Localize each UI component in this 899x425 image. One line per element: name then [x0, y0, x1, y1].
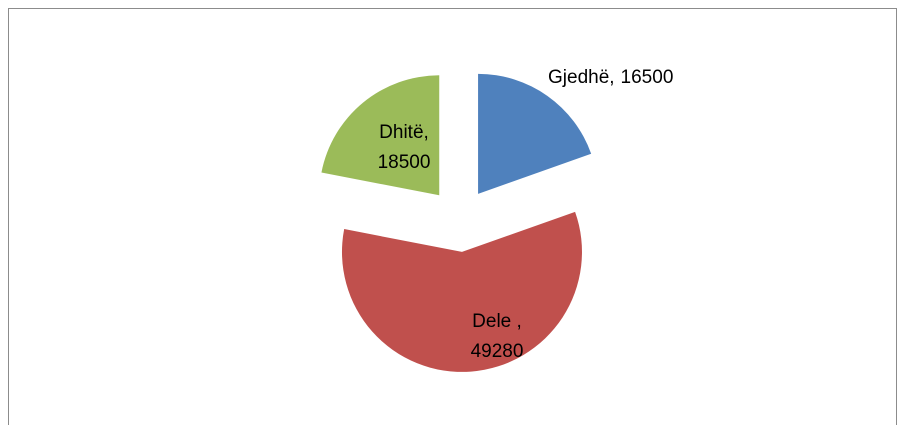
data-label: Dhitë, 18500	[378, 122, 431, 173]
label-category: Dele ,	[472, 311, 522, 332]
data-label: Gjedhë, 16500	[548, 67, 673, 88]
label-value: 18500	[378, 152, 431, 173]
label-category: Dhitë,	[379, 122, 429, 143]
pie-slice	[341, 211, 582, 372]
label-value: 16500	[621, 67, 674, 88]
pie-slice	[478, 73, 592, 194]
label-value: 49280	[471, 341, 524, 362]
data-label: Dele , 49280	[471, 311, 524, 362]
label-category: Gjedhë,	[548, 67, 615, 88]
pie-slice	[321, 75, 440, 196]
